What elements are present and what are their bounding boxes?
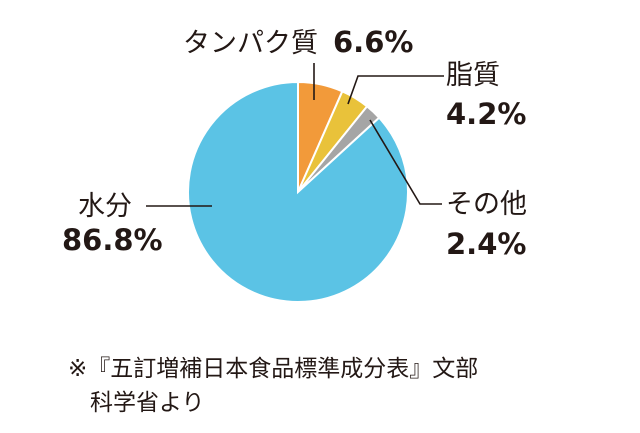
label-fat-name: 脂質: [446, 60, 500, 91]
label-other-value: 2.4%: [446, 227, 526, 261]
source-note: ※『五訂増補日本食品標準成分表』文部 科学省より: [68, 352, 628, 420]
label-water-value: 86.8%: [62, 223, 163, 257]
pie-slices: [187, 80, 409, 303]
label-fat-value: 4.2%: [446, 97, 526, 131]
source-note-line1: ※『五訂増補日本食品標準成分表』文部: [68, 356, 479, 382]
label-protein-value: 6.6%: [333, 25, 413, 59]
pie-slice-water: [187, 80, 409, 303]
leader-line-other: [369, 119, 442, 205]
label-water-name: 水分: [78, 191, 132, 222]
leader-line-fat: [347, 75, 444, 105]
label-other-name: その他: [446, 189, 527, 220]
label-protein-name: タンパク質: [183, 28, 318, 59]
source-note-line2: 科学省より: [90, 390, 205, 416]
